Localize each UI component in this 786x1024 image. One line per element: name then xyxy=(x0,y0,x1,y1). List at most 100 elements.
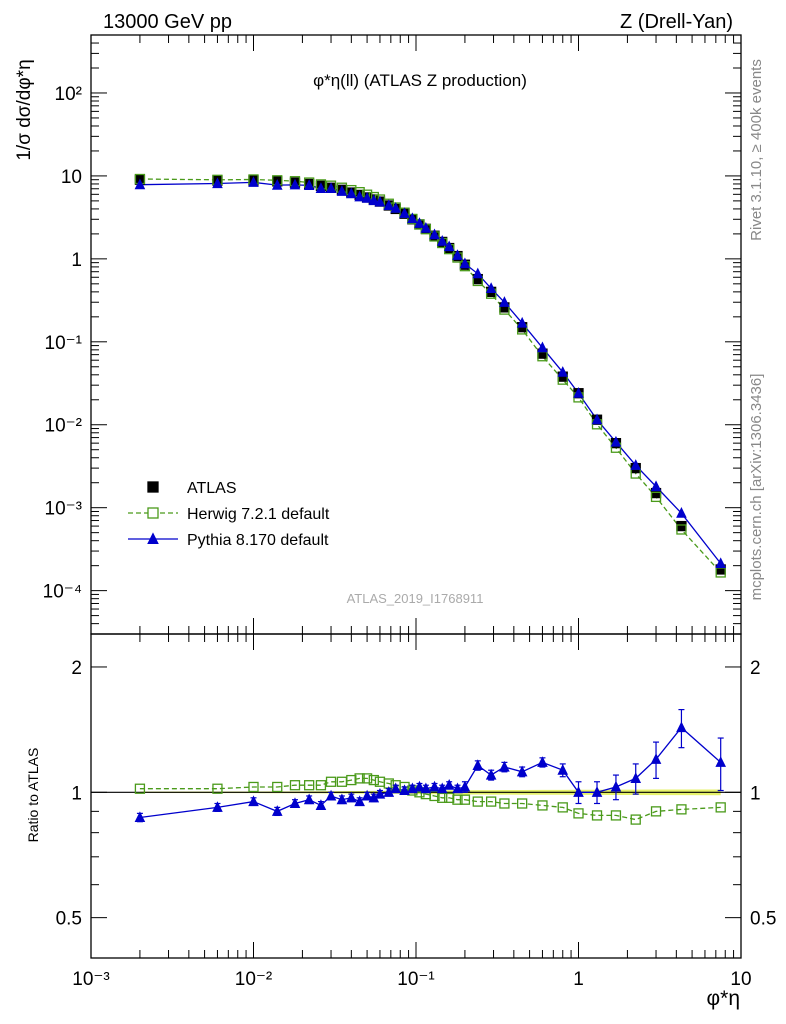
pythia-ratio-point xyxy=(336,793,348,805)
herwig-ratio-point xyxy=(459,794,471,805)
pythia-ratio-point xyxy=(383,786,395,797)
pythia-main-point xyxy=(676,507,687,518)
pythia-main-point xyxy=(429,228,440,240)
header-right: Z (Drell-Yan) xyxy=(620,11,733,33)
pythia-ratio-point xyxy=(573,786,584,797)
ratio-y-tick-label-right: 0.5 xyxy=(750,909,776,930)
herwig-ratio-point xyxy=(676,804,687,815)
herwig-ratio-line xyxy=(139,777,721,821)
pythia-main-point xyxy=(436,235,448,246)
legend-herwig-label: Herwig 7.2.1 default xyxy=(187,506,330,523)
pythia-ratio-point xyxy=(325,789,337,801)
herwig-ratio-point xyxy=(485,796,497,807)
pythia-main-point xyxy=(383,199,395,211)
pythia-ratio-point xyxy=(610,780,622,792)
pythia-main-point xyxy=(289,178,301,190)
ratio-plot-frame xyxy=(90,633,742,959)
pythia-ratio-point xyxy=(303,793,315,805)
pythia-main-point xyxy=(212,177,223,189)
herwig-ratio-point xyxy=(591,810,603,821)
pythia-main-point xyxy=(361,192,373,203)
pythia-main-point xyxy=(374,195,386,207)
legend-pythia-label: Pythia 8.170 default xyxy=(187,532,329,549)
herwig-ratio-point xyxy=(452,794,463,805)
pythia-ratio-line xyxy=(139,726,722,819)
herwig-ratio-point xyxy=(315,780,327,791)
pythia-main-point xyxy=(650,480,662,492)
herwig-ratio-point xyxy=(715,802,726,813)
herwig-ratio-point xyxy=(537,800,548,811)
pythia-main-point xyxy=(368,194,380,206)
ratio-y-tick-label-left: 0.5 xyxy=(56,909,82,930)
pythia-ratio-point xyxy=(374,787,386,799)
y-tick-label: 10 xyxy=(61,167,82,188)
pythia-ratio-point xyxy=(315,799,327,810)
x-tick-label: 1 xyxy=(573,969,584,990)
y-tick-label: 10⁻¹ xyxy=(45,333,83,354)
tick-layer: 10⁻³ 10⁻² 10⁻¹ 1 10 10⁻⁴ 10⁻³ 10⁻² 10⁻¹ 1 10 10² 0.5… xyxy=(43,34,776,990)
pythia-main-point xyxy=(399,207,410,218)
pythia-main-point xyxy=(452,249,463,260)
rivet-version-label: Rivet 3.1.10, ≥ 400k events xyxy=(748,59,765,241)
herwig-ratio-point xyxy=(557,802,568,813)
pythia-ratio-point xyxy=(676,721,687,733)
pythia-ratio-point xyxy=(390,782,402,794)
main-y-axis-label: 1/σ dσ/dφ*η xyxy=(14,59,35,160)
herwig-ratio-point xyxy=(437,792,448,803)
pythia-ratio-point xyxy=(650,753,662,764)
ratio-y-tick-label-left: 1 xyxy=(71,783,82,804)
pythia-main-point xyxy=(472,267,484,279)
pythia-ratio-point xyxy=(346,791,357,803)
herwig-ratio-point xyxy=(472,796,483,807)
herwig-ratio-point xyxy=(630,814,641,825)
ratio-y-tick-label-right: 1 xyxy=(750,783,761,804)
pythia-main-point xyxy=(271,178,283,190)
legend: ATLAS Herwig 7.2.1 default Pythia 8.170 de… xyxy=(128,480,330,549)
herwig-ratio-point xyxy=(303,780,315,791)
herwig-ratio-point xyxy=(444,792,455,803)
herwig-main-point xyxy=(676,524,687,535)
herwig-ratio-point xyxy=(134,783,146,794)
pythia-main-point xyxy=(248,176,259,187)
pythia-ratio-point xyxy=(212,801,223,812)
pythia-main-point xyxy=(390,202,402,213)
herwig-ratio-point xyxy=(650,806,662,817)
y-tick-label: 10⁻⁴ xyxy=(43,582,82,603)
x-tick-label: 10⁻³ xyxy=(72,969,110,990)
series-layer xyxy=(134,173,727,825)
pythia-main-point xyxy=(499,296,510,307)
pythia-main-point xyxy=(537,341,548,353)
pythia-ratio-point xyxy=(420,782,432,794)
herwig-ratio-point xyxy=(325,776,337,787)
plot-title: φ*η(ll) (ATLAS Z production) xyxy=(313,71,527,90)
pythia-main-point xyxy=(325,182,337,194)
pythia-ratio-point xyxy=(499,760,510,772)
pythia-main-point xyxy=(354,190,365,202)
pythia-ratio-point xyxy=(557,764,569,775)
legend-herwig-marker xyxy=(147,507,159,519)
pythia-ratio-point xyxy=(271,805,283,816)
mcplots-label: mcplots.cern.ch [arXiv:1306.3436] xyxy=(748,374,765,601)
pythia-main-point xyxy=(315,182,327,193)
pythia-ratio-point xyxy=(591,786,603,797)
watermark: ATLAS_2019_I1768911 xyxy=(347,591,484,606)
pythia-main-point xyxy=(516,316,528,328)
pythia-ratio-point xyxy=(459,780,471,792)
pythia-ratio-point xyxy=(289,797,301,809)
pythia-ratio-point xyxy=(452,782,463,794)
x-tick-label: 10⁻¹ xyxy=(397,969,435,990)
x-axis-label: φ*η xyxy=(707,987,740,1010)
herwig-ratio-point xyxy=(499,798,510,809)
pythia-main-point xyxy=(346,187,357,199)
y-tick-label: 10² xyxy=(55,84,82,105)
pythia-main-point xyxy=(591,413,603,425)
pythia-ratio-point xyxy=(429,780,440,792)
pythia-main-point xyxy=(414,217,425,228)
pythia-main-point xyxy=(336,185,348,196)
herwig-ratio-point xyxy=(610,810,622,821)
pythia-ratio-point xyxy=(516,765,528,777)
herwig-ratio-point xyxy=(346,774,357,786)
herwig-ratio-point xyxy=(516,798,528,809)
pythia-ratio-point xyxy=(134,811,146,823)
